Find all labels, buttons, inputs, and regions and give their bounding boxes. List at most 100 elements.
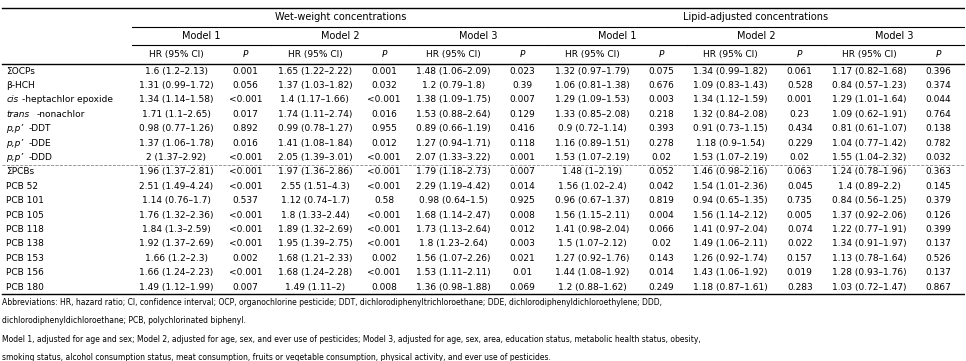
Text: <0.001: <0.001 [367, 225, 401, 234]
Text: PCB 52: PCB 52 [6, 182, 39, 191]
Text: 0.39: 0.39 [513, 81, 533, 90]
Text: 1.17 (0.82–1.68): 1.17 (0.82–1.68) [832, 67, 906, 76]
Text: 0.016: 0.016 [233, 139, 259, 148]
Text: 1.68 (1.14–2.47): 1.68 (1.14–2.47) [416, 210, 491, 219]
Text: 1.55 (1.04–2.32): 1.55 (1.04–2.32) [832, 153, 906, 162]
Text: 1.37 (0.92–2.06): 1.37 (0.92–2.06) [832, 210, 906, 219]
Text: 0.892: 0.892 [233, 124, 259, 133]
Text: <0.001: <0.001 [229, 239, 263, 248]
Text: cis: cis [6, 95, 18, 104]
Text: 1.2 (0.88–1.62): 1.2 (0.88–1.62) [557, 283, 626, 292]
Text: 0.003: 0.003 [648, 95, 674, 104]
Text: 1.73 (1.13–2.64): 1.73 (1.13–2.64) [416, 225, 491, 234]
Text: 0.157: 0.157 [787, 254, 812, 263]
Text: 0.02: 0.02 [790, 153, 810, 162]
Text: 0.526: 0.526 [925, 254, 952, 263]
Text: 0.075: 0.075 [648, 67, 674, 76]
Text: 1.34 (1.14–1.58): 1.34 (1.14–1.58) [139, 95, 213, 104]
Text: 0.96 (0.67–1.37): 0.96 (0.67–1.37) [554, 196, 630, 205]
Text: 1.49 (1.11–2): 1.49 (1.11–2) [285, 283, 345, 292]
Text: 1.18 (0.87–1.61): 1.18 (0.87–1.61) [694, 283, 768, 292]
Text: 0.283: 0.283 [787, 283, 812, 292]
Text: PCB 138: PCB 138 [6, 239, 44, 248]
Text: 1.79 (1.18–2.73): 1.79 (1.18–2.73) [416, 168, 491, 177]
Text: -DDD: -DDD [28, 153, 52, 162]
Text: 0.399: 0.399 [925, 225, 952, 234]
Text: 1.24 (0.78–1.96): 1.24 (0.78–1.96) [832, 168, 906, 177]
Text: 0.02: 0.02 [651, 153, 671, 162]
Text: 0.528: 0.528 [787, 81, 812, 90]
Text: 1.22 (0.77–1.91): 1.22 (0.77–1.91) [832, 225, 906, 234]
Text: PCB 156: PCB 156 [6, 268, 44, 277]
Text: HR (95% CI): HR (95% CI) [288, 50, 342, 59]
Text: 1.36 (0.98–1.88): 1.36 (0.98–1.88) [416, 283, 491, 292]
Text: 0.017: 0.017 [233, 110, 259, 119]
Text: P: P [936, 50, 941, 59]
Text: 1.53 (1.07–2.19): 1.53 (1.07–2.19) [554, 153, 629, 162]
Text: 2 (1.37–2.92): 2 (1.37–2.92) [146, 153, 207, 162]
Text: 0.032: 0.032 [371, 81, 397, 90]
Text: 1.56 (1.15–2.11): 1.56 (1.15–2.11) [554, 210, 629, 219]
Text: 0.001: 0.001 [510, 153, 535, 162]
Text: 0.045: 0.045 [787, 182, 812, 191]
Text: 0.007: 0.007 [510, 95, 535, 104]
Text: 0.819: 0.819 [648, 196, 674, 205]
Text: 1.16 (0.89–1.51): 1.16 (0.89–1.51) [554, 139, 630, 148]
Text: 0.032: 0.032 [925, 153, 952, 162]
Text: <0.001: <0.001 [367, 182, 401, 191]
Text: 0.89 (0.66–1.19): 0.89 (0.66–1.19) [416, 124, 491, 133]
Text: 0.022: 0.022 [787, 239, 812, 248]
Text: 1.4 (0.89–2.2): 1.4 (0.89–2.2) [838, 182, 900, 191]
Text: 0.023: 0.023 [510, 67, 535, 76]
Text: 0.007: 0.007 [510, 168, 535, 177]
Text: 0.052: 0.052 [648, 168, 674, 177]
Text: 1.95 (1.39–2.75): 1.95 (1.39–2.75) [277, 239, 353, 248]
Text: 1.29 (1.01–1.64): 1.29 (1.01–1.64) [832, 95, 906, 104]
Text: 0.138: 0.138 [925, 124, 952, 133]
Text: HR (95% CI): HR (95% CI) [703, 50, 758, 59]
Text: 0.063: 0.063 [787, 168, 812, 177]
Text: 1.56 (1.02–2.4): 1.56 (1.02–2.4) [557, 182, 626, 191]
Text: β-HCH: β-HCH [6, 81, 35, 90]
Text: 1.96 (1.37–2.81): 1.96 (1.37–2.81) [139, 168, 213, 177]
Text: -DDE: -DDE [28, 139, 51, 148]
Text: 0.069: 0.069 [510, 283, 535, 292]
Text: 2.07 (1.33–3.22): 2.07 (1.33–3.22) [416, 153, 491, 162]
Text: 1.48 (1–2.19): 1.48 (1–2.19) [562, 168, 622, 177]
Text: Abbreviations: HR, hazard ratio; CI, confidence interval; OCP, organochlorine pe: Abbreviations: HR, hazard ratio; CI, con… [2, 298, 663, 307]
Text: 0.014: 0.014 [510, 182, 535, 191]
Text: 1.32 (0.97–1.79): 1.32 (0.97–1.79) [554, 67, 629, 76]
Text: 1.74 (1.11–2.74): 1.74 (1.11–2.74) [277, 110, 352, 119]
Text: 0.955: 0.955 [371, 124, 397, 133]
Text: PCB 180: PCB 180 [6, 283, 44, 292]
Text: 1.68 (1.21–2.33): 1.68 (1.21–2.33) [277, 254, 353, 263]
Text: 0.84 (0.56–1.25): 0.84 (0.56–1.25) [832, 196, 906, 205]
Text: 1.09 (0.83–1.43): 1.09 (0.83–1.43) [694, 81, 768, 90]
Text: 1.41 (1.08–1.84): 1.41 (1.08–1.84) [277, 139, 353, 148]
Text: <0.001: <0.001 [229, 268, 263, 277]
Text: 0.074: 0.074 [787, 225, 812, 234]
Text: 0.98 (0.64–1.5): 0.98 (0.64–1.5) [419, 196, 488, 205]
Text: 1.2 (0.79–1.8): 1.2 (0.79–1.8) [422, 81, 485, 90]
Text: 0.374: 0.374 [925, 81, 952, 90]
Text: PCB 118: PCB 118 [6, 225, 44, 234]
Text: <0.001: <0.001 [367, 153, 401, 162]
Text: 1.34 (0.99–1.82): 1.34 (0.99–1.82) [694, 67, 768, 76]
Text: 1.38 (1.09–1.75): 1.38 (1.09–1.75) [416, 95, 491, 104]
Text: 2.55 (1.51–4.3): 2.55 (1.51–4.3) [280, 182, 350, 191]
Text: <0.001: <0.001 [367, 268, 401, 277]
Text: 1.8 (1.33–2.44): 1.8 (1.33–2.44) [280, 210, 349, 219]
Text: 1.13 (0.78–1.64): 1.13 (0.78–1.64) [832, 254, 906, 263]
Text: 1.26 (0.92–1.74): 1.26 (0.92–1.74) [694, 254, 768, 263]
Text: 0.91 (0.73–1.15): 0.91 (0.73–1.15) [694, 124, 768, 133]
Text: 1.8 (1.23–2.64): 1.8 (1.23–2.64) [419, 239, 488, 248]
Text: 1.41 (0.97–2.04): 1.41 (0.97–2.04) [694, 225, 768, 234]
Text: HR (95% CI): HR (95% CI) [426, 50, 481, 59]
Text: 0.867: 0.867 [925, 283, 952, 292]
Text: 1.44 (1.08–1.92): 1.44 (1.08–1.92) [554, 268, 629, 277]
Text: 2.29 (1.19–4.42): 2.29 (1.19–4.42) [416, 182, 491, 191]
Text: 0.99 (0.78–1.27): 0.99 (0.78–1.27) [277, 124, 353, 133]
Text: 0.94 (0.65–1.35): 0.94 (0.65–1.35) [694, 196, 768, 205]
Text: 0.129: 0.129 [510, 110, 535, 119]
Text: 0.042: 0.042 [648, 182, 674, 191]
